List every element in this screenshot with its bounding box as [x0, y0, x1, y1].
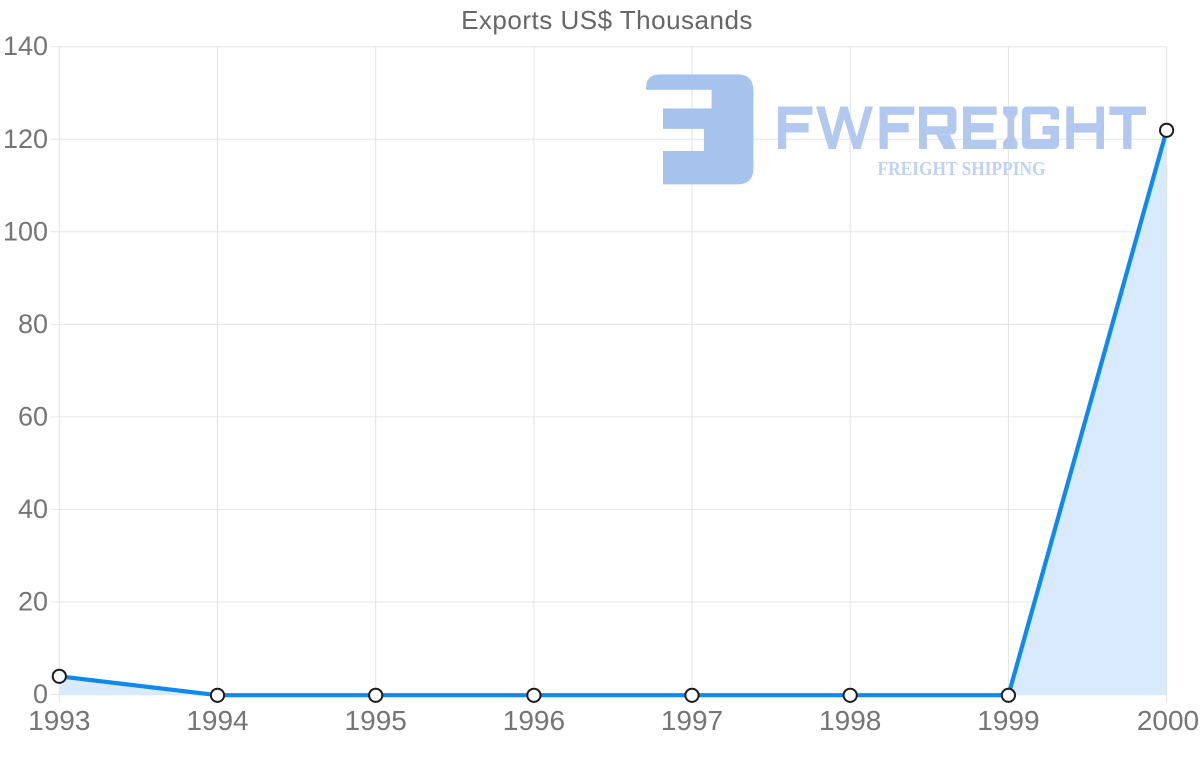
svg-text:20: 20 [18, 587, 48, 617]
svg-text:1994: 1994 [186, 705, 248, 736]
svg-text:1998: 1998 [819, 705, 881, 736]
svg-text:80: 80 [18, 309, 48, 339]
svg-text:1995: 1995 [345, 705, 407, 736]
svg-text:120: 120 [3, 124, 48, 154]
svg-text:Exports US$ Thousands: Exports US$ Thousands [461, 5, 753, 35]
svg-text:140: 140 [3, 31, 48, 61]
svg-text:60: 60 [18, 401, 48, 431]
svg-text:1993: 1993 [28, 705, 90, 736]
svg-text:1999: 1999 [977, 705, 1039, 736]
svg-text:2000: 2000 [1137, 705, 1199, 736]
svg-text:1996: 1996 [503, 705, 565, 736]
svg-text:FREIGHT SHIPPING: FREIGHT SHIPPING [878, 158, 1046, 180]
svg-text:0: 0 [33, 679, 48, 709]
svg-text:40: 40 [18, 494, 48, 524]
svg-text:100: 100 [3, 216, 48, 246]
svg-text:1997: 1997 [661, 705, 723, 736]
